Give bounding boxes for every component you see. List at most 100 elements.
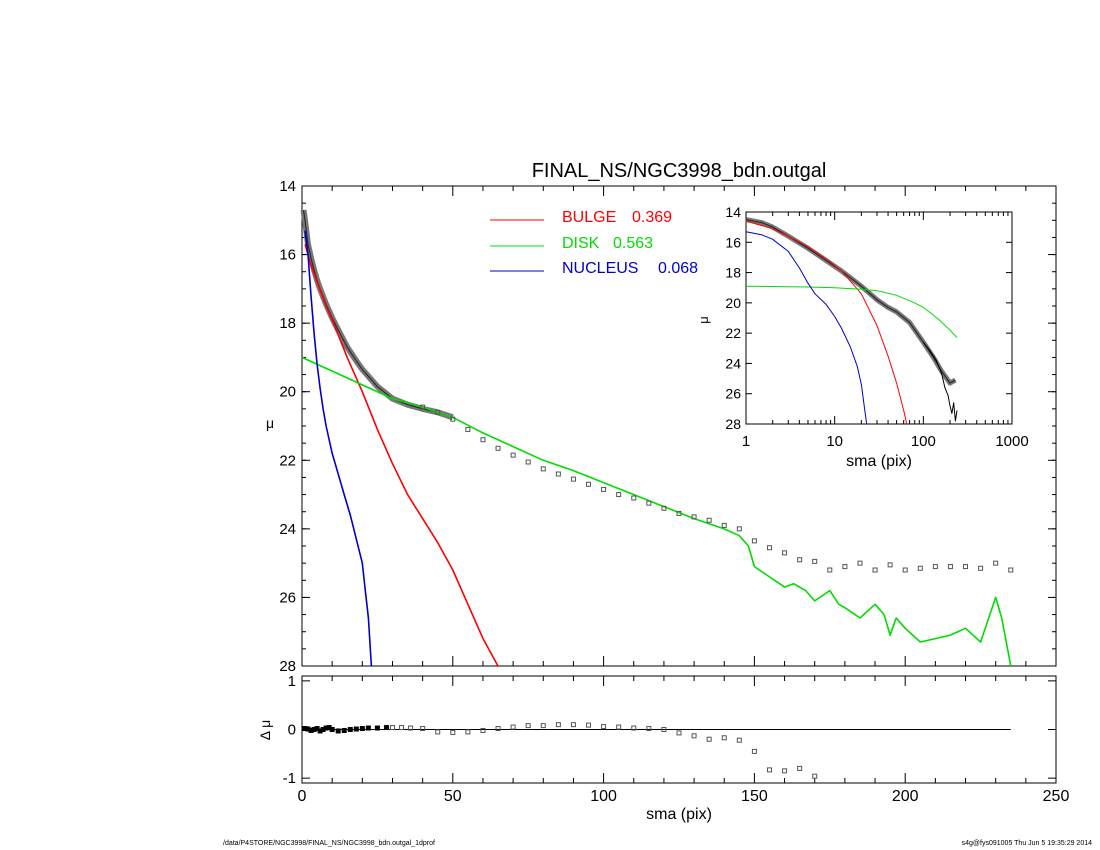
inset-panel: 14 16 18 20 22 24 26 28 1 10 100 1000 μ sma (pix) xyxy=(696,204,1029,470)
main-panel: FINAL_NS/NGC3998_bdn.outgal 14 16 18 20 22 24… xyxy=(266,160,1057,675)
main-data-points-point-30 xyxy=(872,567,878,573)
inset-ytick-label-6: 26 xyxy=(725,386,741,402)
inset-x-axis: 1 10 100 1000 xyxy=(742,212,1029,450)
residual-point-11 xyxy=(341,727,347,733)
residual-point-34 xyxy=(616,724,622,730)
inset-ytick-label-7: 28 xyxy=(725,416,741,432)
main-model-core xyxy=(303,209,453,418)
main-data-points-point-27 xyxy=(827,567,833,573)
residual-point-45 xyxy=(782,768,788,774)
main-ytick-label-5: 24 xyxy=(279,521,296,538)
residual-xtick-label-4: 200 xyxy=(892,788,919,805)
main-series xyxy=(300,209,1014,667)
main-data-points-point-11 xyxy=(586,481,592,487)
main-data-points-point-14 xyxy=(631,495,637,501)
legend-label-bulge: BULGE xyxy=(562,209,616,226)
main-ytick-label-3: 20 xyxy=(279,384,296,401)
residual-point-44 xyxy=(766,767,772,773)
residual-point-19 xyxy=(399,725,405,731)
residual-point-22 xyxy=(435,729,441,735)
legend: BULGE 0.369 DISK 0.563 NUCLEUS 0.068 xyxy=(490,209,698,277)
main-data-points-point-24 xyxy=(782,550,788,556)
main-ytick-label-1: 16 xyxy=(279,247,296,264)
residual-point-16 xyxy=(374,725,380,731)
main-data-points-point-23 xyxy=(766,545,772,551)
inset-ytick-label-5: 24 xyxy=(725,355,741,371)
main-data-points-point-9 xyxy=(555,471,561,477)
main-ytick-label-6: 26 xyxy=(279,589,296,606)
main-ytick-label-4: 22 xyxy=(279,452,296,469)
main-data-points-point-33 xyxy=(917,565,923,571)
residual-point-38 xyxy=(676,730,682,736)
residual-point-12 xyxy=(347,727,353,732)
main-data-points-point-22 xyxy=(751,538,757,544)
legend-label-nucleus: NUCLEUS xyxy=(562,260,638,277)
inset-bulge-line xyxy=(745,220,908,425)
main-data-points-point-35 xyxy=(947,564,953,570)
residual-ytick-label-2: -1 xyxy=(283,770,296,787)
main-data-points-point-20 xyxy=(721,522,727,528)
residual-point-32 xyxy=(586,722,592,728)
residual-point-42 xyxy=(736,737,742,743)
residual-x-axis: 0 50 100 150 200 250 xyxy=(298,676,1069,805)
main-data-points-point-0 xyxy=(420,404,426,410)
main-data-points-point-12 xyxy=(601,486,607,492)
residual-point-29 xyxy=(540,723,546,729)
main-data-points-point-25 xyxy=(797,557,803,563)
residual-point-36 xyxy=(646,726,652,732)
inset-disk-line xyxy=(745,285,958,339)
inset-plot-frame xyxy=(745,211,1013,425)
main-data-points-point-10 xyxy=(570,476,576,482)
residual-point-25 xyxy=(480,727,486,733)
legend-label-disk: DISK xyxy=(562,235,600,252)
residual-point-43 xyxy=(751,748,757,754)
main-data-points-point-3 xyxy=(465,426,471,432)
main-data-points-point-38 xyxy=(993,560,999,566)
residual-xtick-label-1: 50 xyxy=(444,788,462,805)
inset-xtick-label-2: 100 xyxy=(911,433,936,450)
main-y-axis: 14 16 18 20 22 24 26 28 xyxy=(279,178,1056,675)
residual-ytick-label-0: 1 xyxy=(288,673,296,690)
main-bulge-line xyxy=(304,244,499,667)
main-ytick-label-7: 28 xyxy=(279,658,296,675)
main-data-points-point-6 xyxy=(510,452,516,458)
main-data-points-point-28 xyxy=(842,564,848,570)
footer-file-path: /data/P4STORE/NGC3998/FINAL_NS/NGC3998_b… xyxy=(223,840,435,847)
residual-point-9 xyxy=(329,727,335,732)
residual-point-13 xyxy=(353,726,359,732)
residual-panel: 10-1 0 50 100 150 200 250 Δ μ sma (pix) xyxy=(257,673,1069,823)
main-data-points-point-29 xyxy=(857,560,863,566)
main-data-points-point-18 xyxy=(691,514,697,520)
residual-point-33 xyxy=(601,724,607,730)
residual-point-18 xyxy=(389,725,395,731)
inset-x-axis-label: sma (pix) xyxy=(846,453,912,470)
residual-xtick-label-0: 0 xyxy=(298,788,307,805)
main-data-points-point-17 xyxy=(676,510,682,516)
inset-y-axis-label: μ xyxy=(696,316,711,324)
residual-point-35 xyxy=(631,725,637,731)
main-data-points-point-5 xyxy=(495,445,501,451)
main-data-points-point-32 xyxy=(902,567,908,573)
residual-point-41 xyxy=(721,735,727,741)
residual-ytick-label-1: 0 xyxy=(288,722,296,739)
residual-point-27 xyxy=(510,724,516,730)
residual-y-axis-label: Δ μ xyxy=(257,720,273,741)
inset-ytick-label-2: 18 xyxy=(725,265,741,281)
inset-xtick-label-3: 1000 xyxy=(995,433,1028,450)
main-data-points-point-13 xyxy=(616,492,622,498)
residual-point-20 xyxy=(408,725,414,731)
inset-ytick-label-3: 20 xyxy=(725,295,741,311)
main-data-points-point-36 xyxy=(963,564,969,570)
main-data-points-point-31 xyxy=(887,562,893,568)
inset-xtick-label-1: 10 xyxy=(826,433,843,450)
main-data-points-point-4 xyxy=(480,437,486,443)
main-disk-line xyxy=(301,356,1012,667)
chart-title: FINAL_NS/NGC3998_bdn.outgal xyxy=(532,160,827,182)
main-data-points-point-34 xyxy=(932,564,938,570)
residual-point-15 xyxy=(365,725,371,731)
residual-y-axis: 1 0 -1 xyxy=(283,673,1056,787)
residual-point-21 xyxy=(420,726,426,732)
residual-point-24 xyxy=(465,729,471,735)
main-data-points-point-8 xyxy=(540,466,546,472)
inset-xtick-label-0: 1 xyxy=(742,433,750,450)
